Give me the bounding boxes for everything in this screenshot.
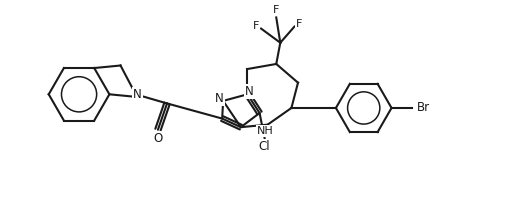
Text: N: N bbox=[215, 92, 224, 105]
Text: N: N bbox=[245, 85, 254, 98]
Text: O: O bbox=[153, 132, 163, 145]
Text: Br: Br bbox=[417, 101, 430, 114]
Text: F: F bbox=[253, 21, 259, 30]
Text: Cl: Cl bbox=[259, 140, 270, 153]
Text: F: F bbox=[296, 19, 303, 28]
Text: F: F bbox=[273, 5, 279, 15]
Text: NH: NH bbox=[257, 126, 273, 136]
Text: N: N bbox=[133, 88, 142, 101]
